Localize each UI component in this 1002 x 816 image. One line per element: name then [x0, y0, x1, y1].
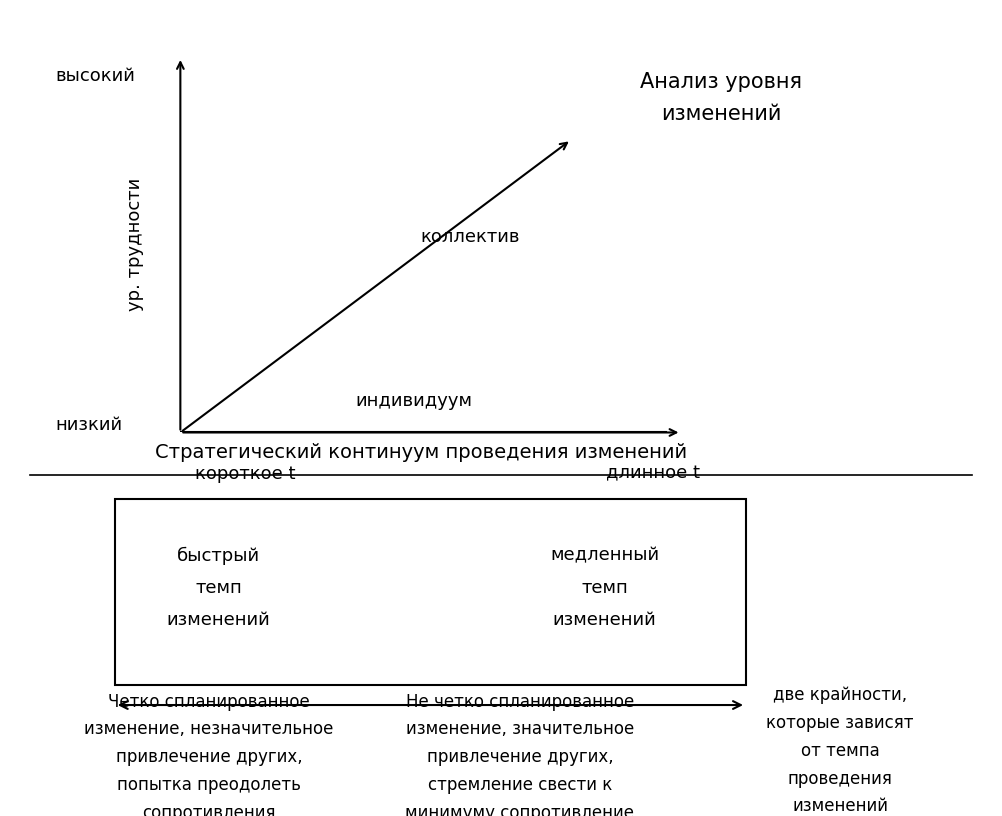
Text: длинное t: длинное t: [606, 465, 700, 483]
Text: Стратегический континуум проведения изменений: Стратегический континуум проведения изме…: [154, 443, 687, 463]
Text: коллектив: коллектив: [421, 228, 520, 246]
Text: высокий: высокий: [55, 67, 135, 85]
Text: ур. трудности: ур. трудности: [126, 178, 144, 312]
Text: медленный
темп
изменений: медленный темп изменений: [550, 547, 659, 628]
Text: Четко спланированное
изменение, незначительное
привлечение других,
попытка преод: Четко спланированное изменение, незначит…: [84, 693, 334, 816]
Text: две крайности,
которые зависят
от темпа
проведения
изменений: две крайности, которые зависят от темпа …: [767, 686, 914, 815]
Text: Не четко спланированное
изменение, значительное
привлечение других,
стремление с: Не четко спланированное изменение, значи…: [406, 693, 634, 816]
Text: низкий: низкий: [55, 416, 122, 434]
Text: быстрый
темп
изменений: быстрый темп изменений: [166, 547, 271, 628]
Text: короткое t: короткое t: [195, 465, 296, 483]
Text: индивидуум: индивидуум: [356, 392, 473, 410]
Text: Анализ уровня
изменений: Анализ уровня изменений: [640, 72, 803, 124]
Bar: [115, 499, 745, 685]
